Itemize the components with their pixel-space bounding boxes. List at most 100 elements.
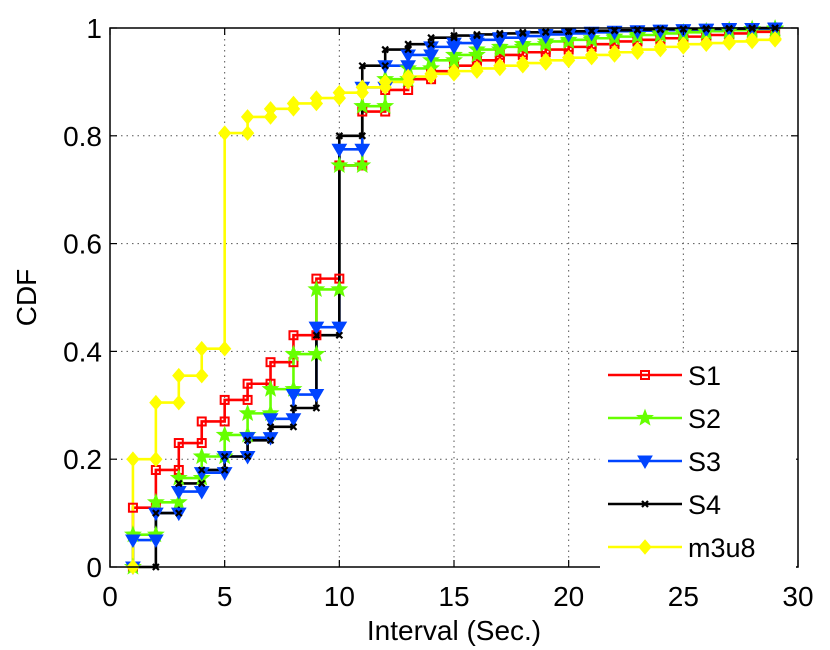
data-point-S1 bbox=[196, 416, 207, 427]
series-markers-m3u8 bbox=[126, 31, 782, 575]
data-point-m3u8 bbox=[539, 52, 553, 69]
data-point-S2 bbox=[330, 280, 349, 298]
data-point-S4 bbox=[656, 25, 665, 33]
y-tick-label: 0.2 bbox=[63, 444, 102, 475]
data-point-S4 bbox=[335, 132, 344, 140]
y-tick-label: 0.4 bbox=[63, 336, 102, 367]
data-point-S3 bbox=[331, 143, 348, 158]
data-point-S4 bbox=[152, 509, 160, 517]
x-tick-label: 10 bbox=[324, 581, 355, 612]
data-point-m3u8 bbox=[584, 47, 599, 63]
legend-marker bbox=[638, 539, 652, 555]
data-point-m3u8 bbox=[447, 63, 461, 79]
legend-item-S4: S4 bbox=[608, 490, 721, 520]
legend-item-S2: S2 bbox=[608, 404, 721, 434]
data-point-m3u8 bbox=[699, 35, 713, 51]
data-point-S4 bbox=[427, 40, 435, 48]
data-point-S4 bbox=[220, 466, 229, 474]
data-point-S3 bbox=[285, 413, 302, 427]
series-layer bbox=[123, 19, 785, 575]
data-point-S3 bbox=[537, 28, 554, 43]
x-tick-label: 15 bbox=[438, 581, 469, 612]
data-point-m3u8 bbox=[263, 101, 278, 117]
legend-marker bbox=[641, 500, 649, 508]
data-point-S1 bbox=[265, 357, 276, 368]
data-point-S4 bbox=[312, 404, 321, 412]
data-point-m3u8 bbox=[562, 49, 576, 66]
legend-item-S1: S1 bbox=[608, 361, 721, 391]
data-point-m3u8 bbox=[722, 33, 736, 50]
data-point-S4 bbox=[450, 33, 458, 42]
data-point-S3 bbox=[262, 413, 279, 427]
data-point-S1 bbox=[127, 502, 138, 513]
y-axis-label: CDF bbox=[11, 269, 42, 327]
data-point-m3u8 bbox=[768, 31, 782, 47]
data-point-S1 bbox=[219, 394, 230, 405]
y-tick-label: 0 bbox=[86, 552, 102, 583]
data-point-S4 bbox=[473, 30, 481, 39]
data-point-S2 bbox=[307, 280, 326, 298]
data-point-S4 bbox=[289, 404, 298, 412]
data-point-S4 bbox=[220, 452, 229, 461]
data-point-m3u8 bbox=[126, 451, 140, 467]
data-point-S1 bbox=[288, 330, 299, 341]
data-point-m3u8 bbox=[240, 125, 255, 141]
data-point-m3u8 bbox=[195, 340, 209, 357]
data-point-m3u8 bbox=[149, 451, 163, 467]
legend: S1 S2 S3 S4 m3u8 bbox=[600, 353, 796, 574]
x-tick-label: 20 bbox=[553, 581, 584, 612]
x-tick-label: 25 bbox=[668, 581, 699, 612]
legend-label: S1 bbox=[688, 361, 721, 391]
data-point-S4 bbox=[381, 45, 389, 54]
data-point-m3u8 bbox=[745, 32, 759, 48]
x-tick-label: 5 bbox=[217, 581, 233, 612]
data-point-S1 bbox=[242, 394, 253, 405]
data-point-S2 bbox=[330, 156, 349, 174]
data-point-S4 bbox=[175, 509, 183, 517]
data-point-S3 bbox=[170, 486, 187, 500]
data-point-S4 bbox=[197, 479, 206, 488]
data-point-S4 bbox=[266, 436, 275, 445]
data-point-S2 bbox=[467, 45, 486, 63]
legend-item-m3u8: m3u8 bbox=[608, 533, 756, 563]
x-axis-label: Interval (Sec.) bbox=[367, 615, 541, 646]
data-point-S3 bbox=[193, 486, 210, 500]
data-point-S4 bbox=[427, 33, 435, 42]
data-point-m3u8 bbox=[630, 41, 645, 58]
data-point-S2 bbox=[169, 492, 188, 510]
legend-label: S4 bbox=[688, 490, 721, 520]
data-point-m3u8 bbox=[424, 66, 438, 82]
data-point-S3 bbox=[125, 534, 141, 549]
data-point-m3u8 bbox=[263, 109, 278, 125]
y-tick-label: 1 bbox=[86, 13, 102, 44]
y-tick-label: 0.8 bbox=[63, 121, 102, 152]
data-point-S3 bbox=[308, 389, 325, 403]
data-point-S4 bbox=[289, 423, 298, 431]
data-point-S2 bbox=[284, 344, 303, 362]
data-point-S1 bbox=[288, 357, 299, 368]
data-point-S4 bbox=[312, 331, 321, 340]
data-point-S2 bbox=[307, 344, 326, 362]
data-point-S4 bbox=[243, 452, 252, 461]
data-point-m3u8 bbox=[607, 44, 622, 61]
data-point-S3 bbox=[331, 321, 348, 336]
x-tick-label: 30 bbox=[782, 581, 813, 612]
data-point-m3u8 bbox=[309, 90, 324, 106]
y-tick-label: 0.6 bbox=[63, 229, 102, 260]
axis-ticks: 0 5 10 15 20 25 30 0 0.2 0.4 0.6 0.8 1 bbox=[63, 13, 814, 612]
data-point-S2 bbox=[238, 403, 257, 421]
data-point-S4 bbox=[358, 61, 367, 70]
data-point-S4 bbox=[197, 466, 206, 474]
data-point-S3 bbox=[216, 467, 233, 481]
data-point-S3 bbox=[193, 467, 210, 481]
data-point-m3u8 bbox=[470, 60, 484, 77]
data-point-S4 bbox=[519, 28, 527, 37]
legend-label: S3 bbox=[688, 447, 721, 477]
data-point-S3 bbox=[423, 41, 439, 55]
data-point-S3 bbox=[147, 534, 164, 549]
data-point-m3u8 bbox=[218, 340, 232, 357]
legend-marker bbox=[637, 455, 653, 469]
legend-label: m3u8 bbox=[688, 533, 756, 563]
data-point-S4 bbox=[381, 61, 389, 70]
